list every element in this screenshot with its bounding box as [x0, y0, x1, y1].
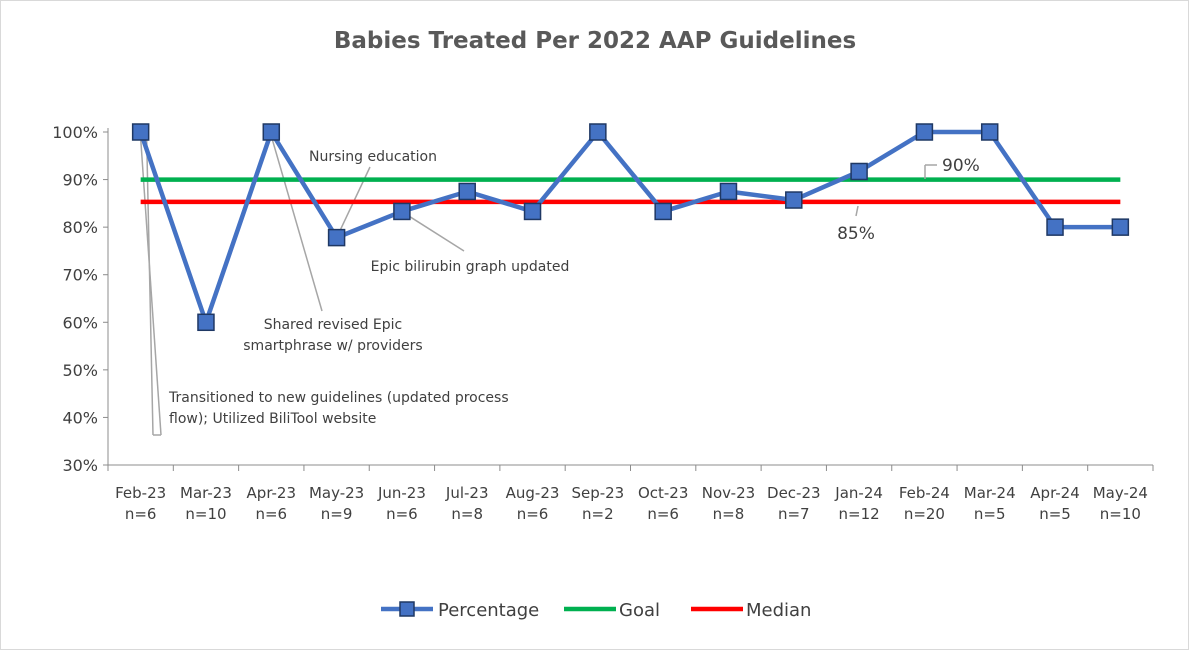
x-sample-size-label: n=9 — [321, 505, 353, 523]
x-tick-label: Mar-24 — [964, 484, 1016, 502]
annotation-text: flow); Utilized BiliTool website — [169, 411, 376, 427]
y-tick-label: 70% — [62, 266, 98, 285]
percentage-point — [719, 182, 738, 201]
percentage-point — [197, 313, 215, 332]
annotation-leader — [145, 137, 154, 436]
x-tick-label: Feb-23 — [115, 484, 166, 502]
median-label-leader — [855, 205, 859, 217]
x-tick-label: Apr-23 — [247, 484, 297, 502]
y-tick-label: 80% — [62, 218, 98, 237]
x-sample-size-label: n=6 — [255, 505, 287, 523]
axes: 30% 40% 50% 60% 70% 80% 90% 100% Feb-23 n=6 Mar-23… — [52, 123, 1154, 523]
percentage-point — [980, 123, 999, 141]
x-tick-label: Jul-23 — [445, 484, 489, 502]
annotation-text: smartphrase w/ providers — [243, 338, 422, 354]
x-sample-size-label: n=6 — [386, 505, 418, 523]
x-sample-size-label: n=2 — [582, 505, 614, 523]
legend: Percentage Goal Median — [381, 600, 811, 621]
goal-data-label: 90% — [942, 156, 980, 176]
annotation-text: Nursing education — [309, 149, 437, 165]
x-tick-label: May-23 — [309, 484, 364, 502]
x-tick-label: Jun-23 — [377, 484, 426, 502]
x-sample-size-label: n=8 — [713, 505, 745, 523]
percentage-point — [589, 123, 607, 141]
percentage-point — [654, 202, 672, 221]
annotation-text: Epic bilirubin graph updated — [371, 259, 570, 275]
x-tick-label: May-24 — [1093, 484, 1148, 502]
x-tick-label: Jan-24 — [834, 484, 883, 502]
percentage-point — [915, 123, 934, 141]
annotation-leaders — [139, 135, 465, 436]
y-tick-label: 30% — [62, 456, 98, 475]
x-tick-label: Feb-24 — [899, 484, 950, 502]
legend-label-median: Median — [746, 600, 811, 621]
annotations: Nursing education Epic bilirubin graph up… — [168, 149, 569, 427]
data-labels: 90% 85% — [837, 156, 980, 244]
chart-title: Babies Treated Per 2022 AAP Guidelines — [334, 28, 856, 54]
x-tick-label: Nov-23 — [702, 484, 755, 502]
x-sample-size-label: n=12 — [839, 505, 880, 523]
x-sample-size-label: n=7 — [778, 505, 810, 523]
legend-label-percentage: Percentage — [438, 600, 539, 621]
percentage-point — [1046, 218, 1064, 236]
annotation-text: Transitioned to new guidelines (updated … — [168, 390, 509, 406]
annotation-text: Shared revised Epic — [264, 317, 403, 333]
x-tick-label: Oct-23 — [638, 484, 688, 502]
y-tick-label: 100% — [52, 123, 98, 142]
x-tick-label: Sep-23 — [571, 484, 624, 502]
percentage-point — [131, 123, 150, 141]
y-tick-label: 40% — [62, 408, 98, 427]
x-sample-size-label: n=10 — [1100, 505, 1141, 523]
legend-label-goal: Goal — [619, 600, 660, 621]
x-tick-label: Aug-23 — [506, 484, 560, 502]
annotation-leader — [407, 214, 465, 252]
annotation-leader — [270, 135, 323, 312]
percentage-point — [262, 123, 281, 141]
percentage-point — [523, 202, 542, 221]
percentage-point — [850, 162, 868, 181]
median-data-label: 85% — [837, 224, 875, 244]
percentage-point — [785, 191, 803, 209]
x-sample-size-label: n=8 — [451, 505, 483, 523]
x-sample-size-label: n=6 — [647, 505, 679, 523]
x-sample-size-label: n=5 — [1039, 505, 1071, 523]
percentage-line — [138, 129, 1121, 325]
x-sample-size-label: n=10 — [185, 505, 226, 523]
percentage-series — [131, 123, 1130, 332]
x-tick-label: Apr-24 — [1030, 484, 1080, 502]
x-sample-size-label: n=6 — [517, 505, 549, 523]
reference-lines — [140, 177, 1121, 205]
percentage-point — [393, 202, 411, 221]
y-tick-label: 90% — [62, 171, 98, 190]
y-tick-label: 60% — [62, 313, 98, 332]
x-sample-size-label: n=5 — [974, 505, 1006, 523]
x-sample-size-label: n=6 — [125, 505, 157, 523]
legend-marker-percentage — [399, 601, 415, 617]
x-tick-label: Mar-23 — [180, 484, 232, 502]
annotation-leader — [139, 137, 162, 436]
y-tick-label: 50% — [62, 361, 98, 380]
percentage-point — [458, 182, 476, 201]
x-tick-label: Dec-23 — [767, 484, 821, 502]
percentage-point — [1111, 218, 1130, 236]
x-sample-size-label: n=20 — [904, 505, 945, 523]
percentage-point — [327, 228, 346, 247]
